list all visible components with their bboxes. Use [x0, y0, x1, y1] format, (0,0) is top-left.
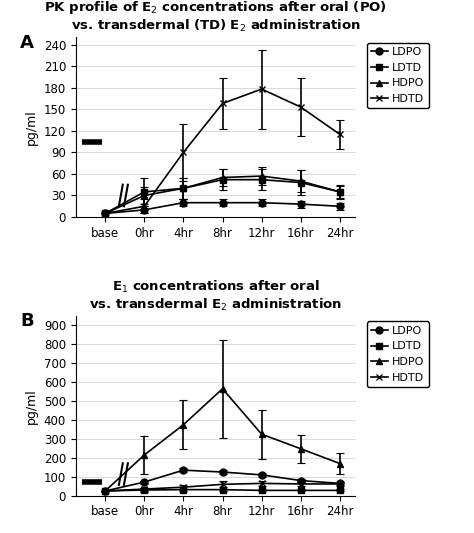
Y-axis label: pg/ml: pg/ml [25, 388, 38, 424]
Title: E$_1$ concentrations after oral
vs. transdermal E$_2$ administration: E$_1$ concentrations after oral vs. tran… [89, 278, 342, 313]
Legend: LDPO, LDTD, HDPO, HDTD: LDPO, LDTD, HDPO, HDTD [367, 321, 429, 387]
Text: B: B [20, 312, 34, 330]
Text: A: A [20, 34, 34, 52]
Y-axis label: pg/ml: pg/ml [25, 109, 38, 145]
Legend: LDPO, LDTD, HDPO, HDTD: LDPO, LDTD, HDPO, HDTD [367, 43, 429, 108]
Title: PK profile of E$_2$ concentrations after oral (PO)
vs. transdermal (TD) E$_2$ ad: PK profile of E$_2$ concentrations after… [44, 0, 387, 35]
